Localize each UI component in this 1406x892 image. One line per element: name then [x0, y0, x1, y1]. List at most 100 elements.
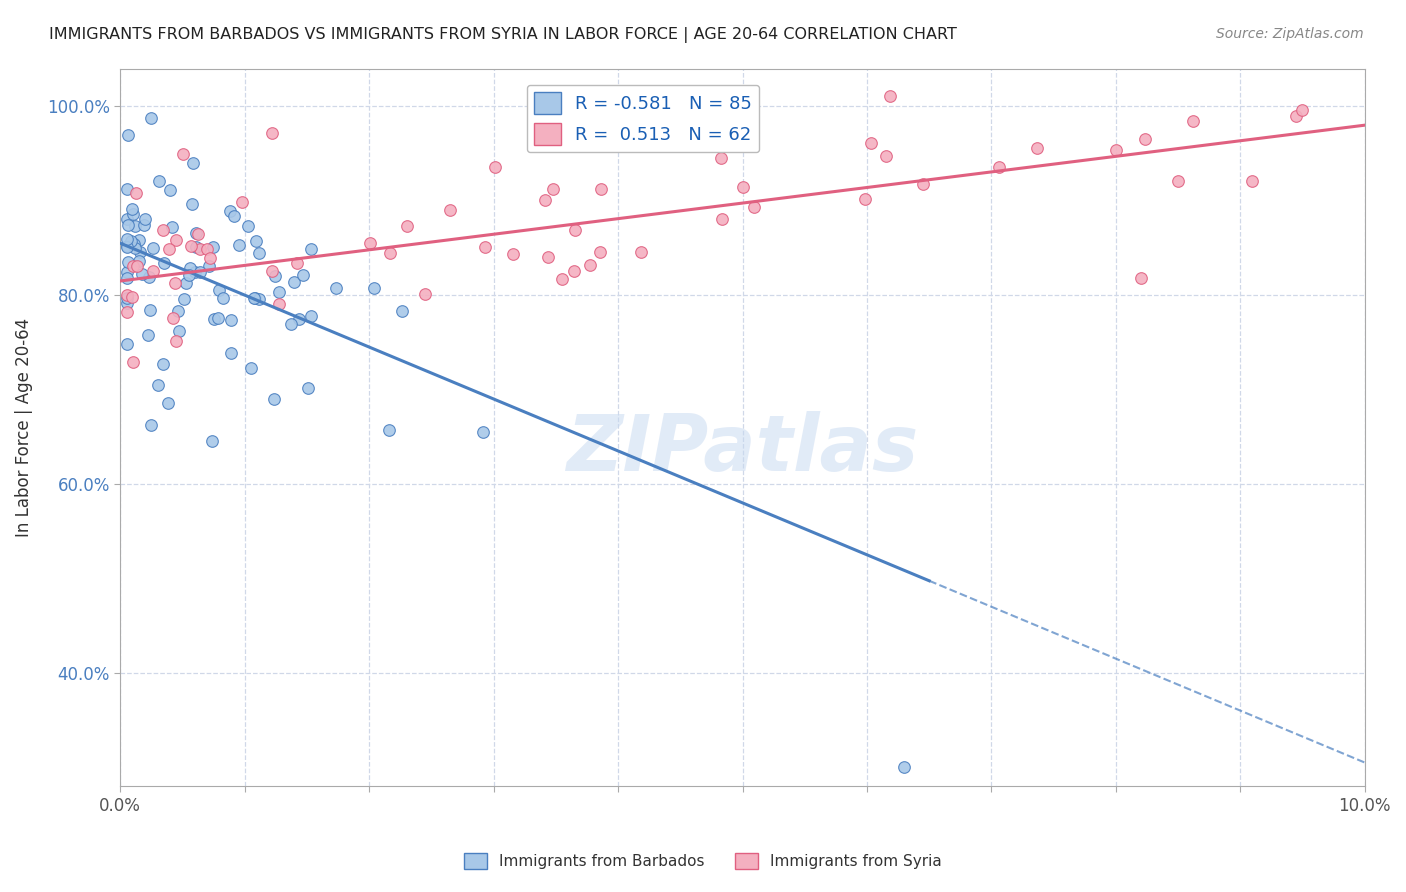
- Point: [139, 112, 162, 126]
- Point: [188, 265, 211, 279]
- Point: [132, 219, 155, 233]
- Point: [202, 311, 225, 326]
- Point: [875, 149, 897, 163]
- Point: [288, 311, 311, 326]
- Point: [124, 241, 146, 255]
- Point: [228, 238, 250, 252]
- Point: [184, 265, 207, 279]
- Point: [181, 197, 204, 211]
- Point: [243, 291, 266, 305]
- Point: [562, 264, 585, 278]
- Point: [121, 202, 143, 216]
- Point: [173, 147, 195, 161]
- Point: [378, 246, 401, 260]
- Point: [115, 288, 138, 302]
- Point: [157, 242, 180, 256]
- Point: [537, 250, 560, 264]
- Point: [121, 207, 143, 221]
- Point: [131, 267, 153, 281]
- Point: [208, 283, 231, 297]
- Point: [187, 227, 209, 241]
- Point: [240, 361, 263, 376]
- Point: [136, 328, 159, 343]
- Legend: Immigrants from Barbados, Immigrants from Syria: Immigrants from Barbados, Immigrants fro…: [458, 847, 948, 875]
- Point: [153, 255, 176, 269]
- Point: [911, 178, 934, 192]
- Point: [115, 240, 138, 254]
- Point: [202, 240, 225, 254]
- Point: [207, 311, 229, 326]
- Point: [853, 192, 876, 206]
- Point: [413, 286, 436, 301]
- Point: [115, 232, 138, 246]
- Point: [1105, 143, 1128, 157]
- Point: [174, 276, 197, 290]
- Point: [484, 161, 506, 175]
- Point: [299, 242, 322, 256]
- Point: [152, 223, 174, 237]
- Point: [710, 211, 733, 226]
- Point: [183, 156, 205, 170]
- Point: [742, 200, 765, 214]
- Point: [564, 223, 586, 237]
- Point: [267, 296, 290, 310]
- Point: [1285, 109, 1308, 123]
- Point: [128, 233, 150, 247]
- Point: [733, 179, 755, 194]
- Point: [589, 244, 612, 259]
- Point: [128, 245, 150, 260]
- Point: [1133, 132, 1156, 146]
- Point: [262, 126, 284, 140]
- Point: [1026, 141, 1049, 155]
- Point: [396, 219, 419, 233]
- Point: [502, 246, 524, 260]
- Point: [156, 396, 179, 410]
- Point: [117, 254, 139, 268]
- Point: [591, 182, 613, 196]
- Point: [195, 242, 218, 256]
- Point: [142, 241, 165, 255]
- Text: Source: ZipAtlas.com: Source: ZipAtlas.com: [1216, 27, 1364, 41]
- Text: ZIPatlas: ZIPatlas: [567, 411, 918, 487]
- Point: [231, 194, 253, 209]
- Point: [160, 219, 183, 234]
- Point: [201, 434, 224, 448]
- Point: [184, 240, 207, 254]
- Point: [115, 305, 138, 319]
- Point: [115, 211, 138, 226]
- Point: [245, 234, 267, 248]
- Point: [165, 334, 187, 348]
- Point: [122, 260, 145, 274]
- Point: [378, 423, 401, 437]
- Point: [127, 259, 149, 273]
- Point: [236, 219, 259, 233]
- Point: [148, 378, 170, 392]
- Y-axis label: In Labor Force | Age 20-64: In Labor Force | Age 20-64: [15, 318, 32, 537]
- Point: [152, 357, 174, 371]
- Point: [262, 264, 284, 278]
- Point: [391, 304, 413, 318]
- Point: [283, 275, 305, 289]
- Point: [173, 292, 195, 306]
- Point: [122, 355, 145, 369]
- Point: [359, 235, 381, 250]
- Point: [159, 183, 181, 197]
- Point: [263, 392, 285, 406]
- Point: [121, 290, 143, 304]
- Point: [167, 304, 190, 318]
- Point: [138, 270, 160, 285]
- Point: [115, 270, 138, 285]
- Point: [218, 203, 240, 218]
- Point: [299, 310, 322, 324]
- Point: [893, 760, 915, 774]
- Point: [533, 194, 555, 208]
- Point: [859, 136, 882, 150]
- Point: [124, 219, 146, 234]
- Point: [551, 272, 574, 286]
- Point: [630, 245, 652, 260]
- Point: [177, 268, 200, 283]
- Point: [139, 302, 162, 317]
- Point: [710, 151, 733, 165]
- Point: [188, 242, 211, 256]
- Point: [115, 264, 138, 278]
